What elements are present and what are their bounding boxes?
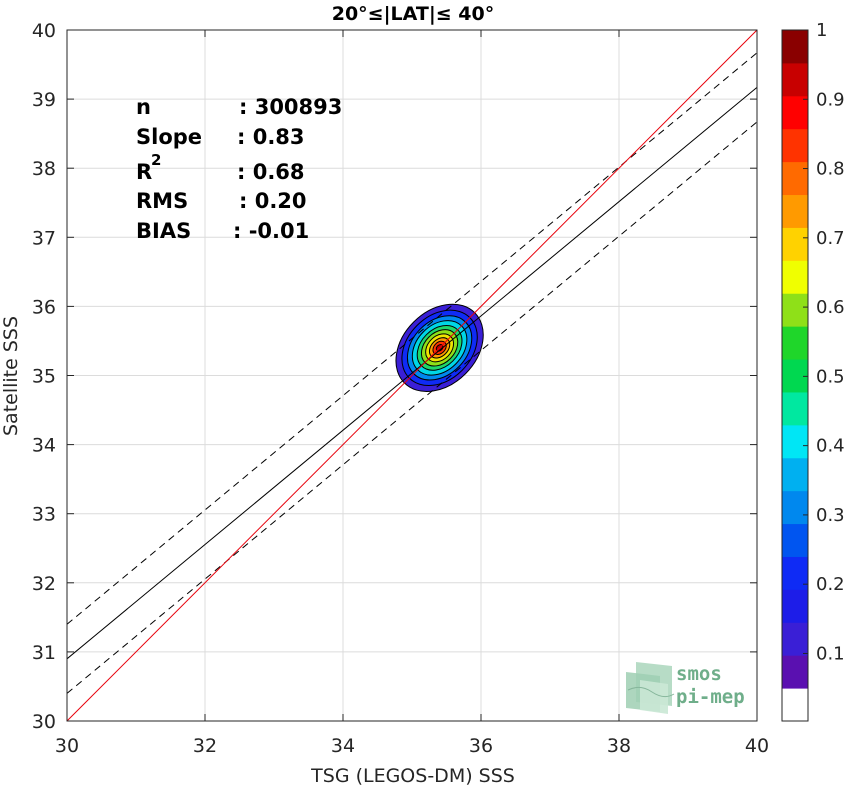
stat-slope-value: : 0.83 (237, 125, 305, 149)
fit-upper-bound-line (67, 52, 757, 625)
colorbar-segment (782, 688, 808, 722)
stat-r2-value: : 0.68 (237, 160, 305, 184)
colorbar-tick-label: 0.2 (816, 574, 845, 595)
colorbar (782, 30, 808, 722)
colorbar-tick-label: 0.3 (816, 505, 845, 526)
colorbar-tick-label: 0.4 (816, 436, 845, 457)
colorbar-segment (782, 161, 808, 196)
x-tick-label: 38 (607, 735, 631, 757)
colorbar-segment (782, 194, 808, 228)
colorbar-frame (781, 29, 809, 722)
colorbar-segment (782, 128, 808, 163)
y-tick-label: 31 (32, 642, 56, 664)
colorbar-tick-label: 0.6 (816, 297, 845, 318)
colorbar-segment (782, 359, 808, 393)
colorbar-segment (782, 95, 808, 130)
colorbar-tick-label: 0.8 (816, 159, 845, 180)
logo-text-pi-mep: pi-mep (676, 686, 745, 708)
y-tick-label: 33 (32, 504, 56, 526)
colorbar-segment (782, 391, 808, 426)
fit-line (67, 86, 757, 660)
colorbar-segment (782, 490, 808, 525)
colorbar-segment (782, 260, 808, 294)
y-tick-label: 37 (32, 227, 56, 249)
colorbar-segment (782, 457, 808, 492)
colorbar-tick-label: 0.5 (816, 366, 845, 387)
colorbar-segment (782, 622, 808, 656)
logo-text-smos: smos (676, 663, 722, 685)
logo-wave-icon (626, 662, 675, 714)
colorbar-tick-label: 0.9 (816, 89, 845, 110)
fit-lower-bound-line (67, 121, 757, 694)
x-tick-label: 40 (745, 735, 769, 757)
x-tick-label: 32 (193, 735, 217, 757)
regression-lines (67, 30, 757, 721)
colorbar-segment (782, 556, 808, 590)
colorbar-segment (782, 30, 808, 64)
stat-n-value: : 300893 (239, 95, 342, 119)
y-tick-label: 34 (32, 435, 56, 457)
y-ticks: 30 31 32 33 34 35 36 37 38 39 40 (32, 20, 757, 733)
y-tick-label: 35 (32, 366, 56, 388)
x-ticks: 30 32 34 36 38 40 (55, 30, 769, 757)
colorbar-segment (782, 62, 808, 97)
smos-pi-mep-logo: smos pi-mep (626, 662, 745, 714)
colorbar-segment (782, 227, 808, 261)
colorbar-segment (782, 326, 808, 360)
y-tick-label: 39 (32, 89, 56, 111)
stat-n-label: n (136, 95, 151, 119)
colorbar-segment (782, 589, 808, 623)
colorbar-segment (782, 424, 808, 459)
colorbar-segment (782, 293, 808, 327)
x-tick-label: 30 (55, 735, 79, 757)
colorbar-tick-label: 0.1 (816, 643, 845, 664)
x-tick-label: 36 (469, 735, 493, 757)
y-tick-label: 30 (32, 711, 56, 733)
colorbar-ticks: 0.1 0.2 0.3 0.4 0.5 0.6 0.7 0.8 0.9 1 (803, 20, 845, 664)
y-tick-label: 38 (32, 158, 56, 180)
y-tick-label: 36 (32, 296, 56, 318)
identity-line (67, 30, 757, 721)
colorbar-segment (782, 523, 808, 557)
y-axis-label: Satellite SSS (0, 316, 22, 436)
stats-block: n : 300893 Slope : 0.83 R 2 : 0.68 RMS :… (136, 95, 342, 243)
stat-r2-superscript: 2 (151, 151, 161, 169)
stat-rms-label: RMS (136, 189, 188, 213)
colorbar-tick-label: 1 (816, 20, 827, 41)
y-tick-label: 32 (32, 573, 56, 595)
chart-title: 20°≤|LAT|≤ 40° (332, 3, 495, 25)
y-tick-label: 40 (32, 20, 56, 42)
stat-bias-label: BIAS (136, 219, 191, 243)
grid-lines (66, 29, 758, 722)
x-tick-label: 34 (331, 735, 355, 757)
stat-rms-value: : 0.20 (239, 189, 307, 213)
stat-r2-label: R (136, 160, 152, 184)
colorbar-tick-label: 0.7 (816, 228, 845, 249)
colorbar-segment (782, 655, 808, 689)
x-axis-label: TSG (LEGOS-DM) SSS (310, 765, 515, 787)
stat-bias-value: : -0.01 (233, 219, 309, 243)
stat-slope-label: Slope (136, 125, 202, 149)
